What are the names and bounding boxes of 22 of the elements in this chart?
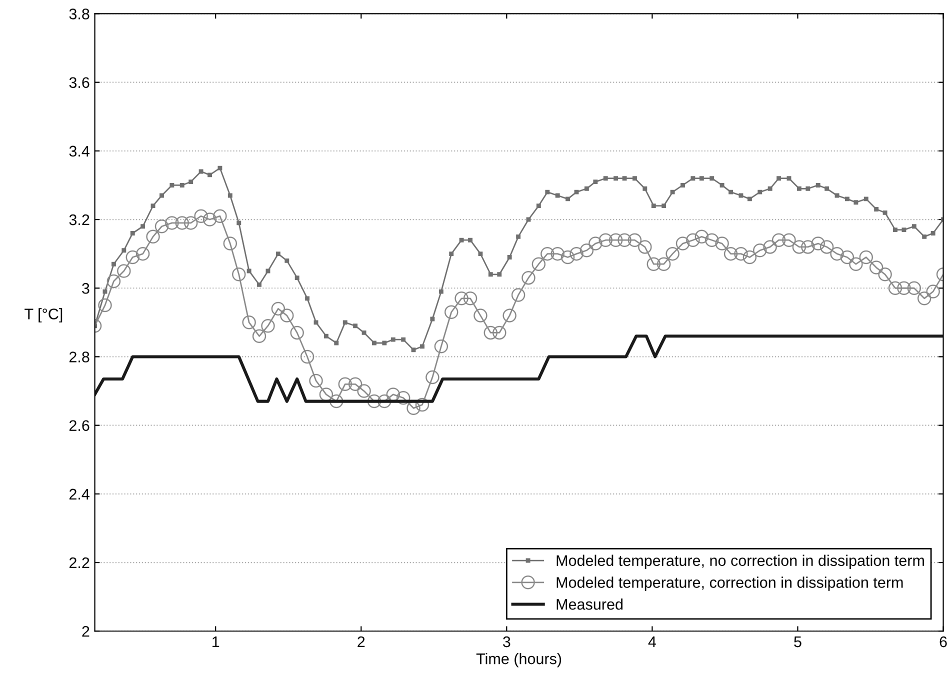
x-tick-label: 5 [794,636,802,648]
y-tick-label: 2.4 [69,488,90,500]
x-tick-label: 4 [648,636,656,648]
y-tick-label: 2 [82,626,90,637]
y-tick-label: 3.6 [69,77,90,88]
y-tick-label: 3 [82,282,90,294]
y-tick-label: 2.6 [69,420,90,432]
y-tick-label: 3.4 [69,146,90,157]
x-tick-label: 1 [212,636,220,648]
legend-label: Modeled temperature, correction in dissipation term [556,576,903,591]
y-axis-title: T [°C] [24,308,62,322]
x-tick-label: 6 [940,636,947,648]
x-tick-label: 3 [502,636,510,648]
y-tick-label: 2.8 [69,352,90,362]
x-axis-title: Time (hours) [476,653,562,668]
y-tick-label: 3.8 [69,8,90,20]
x-tick-label: 2 [358,636,365,648]
legend-label: Modeled temperature, no correction in dissipation term [556,554,924,570]
legend-label: Measured [556,598,623,610]
line-series [94,334,944,403]
y-tick-label: 2.2 [69,557,90,568]
y-tick-label: 3.2 [69,214,90,226]
